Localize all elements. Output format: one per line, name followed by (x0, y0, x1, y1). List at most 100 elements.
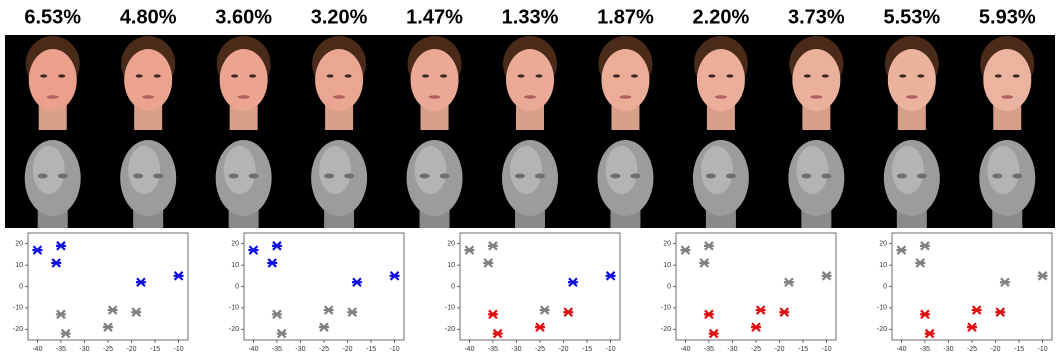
head-highlight (319, 146, 351, 194)
page: {"percentages": ["6.53%", "4.80%", "3.60… (0, 0, 1058, 360)
x-tick-label: -35 (920, 346, 930, 353)
head-eye (726, 174, 736, 179)
eye (631, 74, 638, 77)
percentage-label: 4.80% (120, 6, 177, 28)
head-highlight (892, 146, 924, 194)
x-tick-label: -30 (943, 346, 953, 353)
plot-frame (892, 233, 1052, 340)
head-eye (133, 174, 143, 179)
x-tick-label: -15 (1014, 346, 1024, 353)
y-tick-label: -20 (229, 326, 239, 333)
y-tick-label: 0 (19, 283, 23, 290)
head-eye (249, 174, 259, 179)
mouth (715, 95, 727, 99)
y-tick-label: -20 (877, 326, 887, 333)
face (601, 49, 649, 111)
x-tick-label: -20 (342, 346, 352, 353)
x-tick-label: -30 (79, 346, 89, 353)
mouth (619, 95, 631, 99)
y-tick-label: 20 (15, 241, 23, 248)
head-eye (58, 174, 68, 179)
x-tick-label: -35 (488, 346, 498, 353)
mouth (238, 95, 250, 99)
eye (327, 74, 334, 77)
x-tick-label: -15 (366, 346, 376, 353)
head-highlight (987, 146, 1019, 194)
eye (726, 74, 733, 77)
mouth (47, 95, 59, 99)
eye (536, 74, 543, 77)
head-eye (821, 174, 831, 179)
plot-frame (460, 233, 620, 340)
x-tick-label: -10 (174, 346, 184, 353)
head-eye (801, 174, 811, 179)
face (697, 49, 745, 111)
percentage-label: 5.53% (883, 6, 940, 28)
x-tick-label: -15 (150, 346, 160, 353)
figure: 6.53%4.80%3.60%3.20%1.47%1.33%1.87%2.20%… (0, 0, 1058, 360)
x-tick-label: -30 (511, 346, 521, 353)
percentage-label: 3.20% (311, 6, 368, 28)
x-tick-label: -10 (822, 346, 832, 353)
head-eye (610, 174, 620, 179)
x-tick-label: -40 (248, 346, 258, 353)
mouth (810, 95, 822, 99)
plot-frame (244, 233, 404, 340)
head-eye (535, 174, 545, 179)
eye (822, 74, 829, 77)
y-tick-label: -10 (229, 305, 239, 312)
y-tick-label: 0 (883, 283, 887, 290)
head-eye (917, 174, 927, 179)
eye (440, 74, 447, 77)
eye (613, 74, 620, 77)
head-eye (706, 174, 716, 179)
eye (40, 74, 47, 77)
percentage-label: 1.87% (597, 6, 654, 28)
y-tick-label: 10 (447, 262, 455, 269)
y-tick-label: -10 (13, 305, 23, 312)
y-tick-label: -10 (877, 305, 887, 312)
head-highlight (510, 146, 542, 194)
head-highlight (128, 146, 160, 194)
percentage-label: 5.93% (979, 6, 1036, 28)
percentage-label: 1.47% (406, 6, 463, 28)
head-eye (897, 174, 907, 179)
mouth (906, 95, 918, 99)
eye (899, 74, 906, 77)
x-tick-label: -10 (1038, 346, 1048, 353)
x-tick-label: -40 (32, 346, 42, 353)
y-tick-label: 0 (235, 283, 239, 290)
head-eye (515, 174, 525, 179)
y-tick-label: 10 (231, 262, 239, 269)
x-tick-label: -25 (967, 346, 977, 353)
eye (249, 74, 256, 77)
y-tick-label: -20 (661, 326, 671, 333)
percentage-label: 6.53% (24, 6, 81, 28)
y-tick-label: 0 (667, 283, 671, 290)
face (220, 49, 268, 111)
face (29, 49, 77, 111)
eye (1013, 74, 1020, 77)
y-tick-label: -20 (13, 326, 23, 333)
x-tick-label: -15 (798, 346, 808, 353)
y-tick-label: -20 (445, 326, 455, 333)
face (411, 49, 459, 111)
x-tick-label: -40 (680, 346, 690, 353)
face (315, 49, 363, 111)
eye (154, 74, 161, 77)
mouth (524, 95, 536, 99)
x-tick-label: -35 (272, 346, 282, 353)
percentage-label: 3.73% (788, 6, 845, 28)
eye (58, 74, 65, 77)
x-tick-label: -15 (582, 346, 592, 353)
y-tick-label: 10 (879, 262, 887, 269)
x-tick-label: -20 (774, 346, 784, 353)
head-eye (38, 174, 48, 179)
x-tick-label: -20 (558, 346, 568, 353)
head-eye (229, 174, 239, 179)
percentage-label: 1.33% (502, 6, 559, 28)
face (506, 49, 554, 111)
y-tick-label: 20 (663, 241, 671, 248)
percentage-label: 3.60% (215, 6, 272, 28)
head-highlight (796, 146, 828, 194)
